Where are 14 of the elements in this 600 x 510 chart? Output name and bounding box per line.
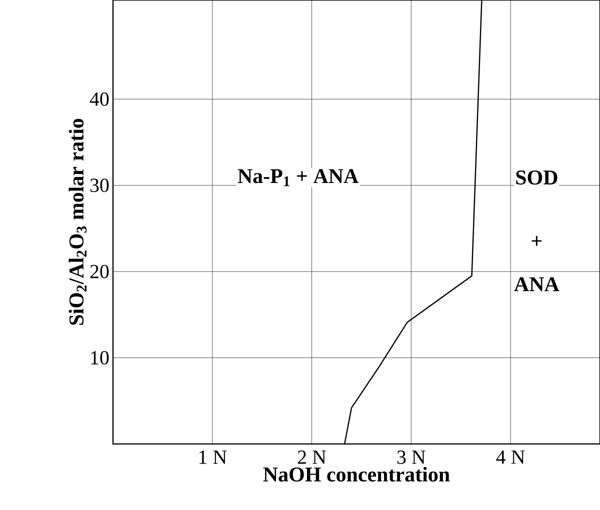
x-tick-label: 1 N xyxy=(199,450,227,464)
x-tick-label: 3 N xyxy=(397,450,426,464)
x-axis-title: NaOH concentration xyxy=(263,466,450,482)
y-tick-label: 20 xyxy=(90,264,109,278)
y-axis-title: SiO$_{2}$/Al$_{2}$O$_{3}$ molar ratio xyxy=(68,118,87,325)
annotation: + xyxy=(532,236,542,246)
x-tick-label: 4 N xyxy=(496,450,525,464)
x-tick-label: 2 N xyxy=(298,450,326,464)
y-tick-label: 40 xyxy=(90,92,109,106)
annotation: Na-P$_{1}$ + ANA xyxy=(238,169,359,186)
y-tick-label: 30 xyxy=(90,178,109,192)
annotation: ANA xyxy=(514,277,560,292)
y-tick-label: 10 xyxy=(91,351,109,365)
annotation: SOD xyxy=(516,170,558,185)
